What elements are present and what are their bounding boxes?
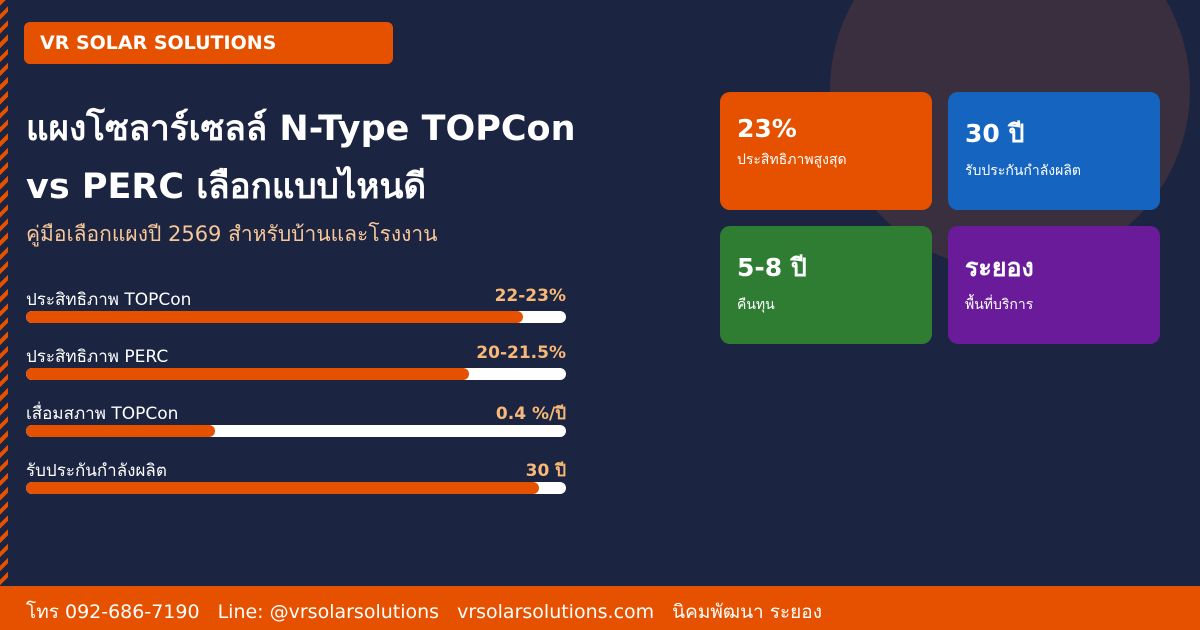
footer-item: vrsolarsolutions.com	[457, 601, 655, 623]
bar-label: ประสิทธิภาพ TOPCon	[26, 290, 192, 310]
stat-label: รับประกันกำลังผลิต	[965, 163, 1082, 179]
stat-value: 5-8 ปี	[737, 253, 807, 282]
bar-fill	[26, 425, 215, 437]
stat-card: 30 ปีรับประกันกำลังผลิต	[948, 92, 1160, 210]
bar-fill	[26, 311, 523, 323]
stat-label: คืนทุน	[737, 297, 775, 313]
bar-value: 22-23%	[494, 286, 566, 306]
subtitle: คู่มือเลือกแผงปี 2569 สำหรับบ้านและโรงงา…	[26, 222, 438, 246]
title-line: vs PERC เลือกแบบไหนดี	[26, 167, 427, 207]
stat-card: 23% ประสิทธิภาพสูงสุด	[720, 92, 932, 210]
bar-fill	[26, 482, 539, 494]
stat-value: 23%	[737, 114, 797, 143]
title-line: แผงโซลาร์เซลล์ N-Type TOPCon	[26, 109, 576, 149]
bar-value: 30 ปี	[525, 461, 566, 481]
stat-card: 5-8 ปีคืนทุน	[720, 226, 932, 344]
stat-value: 30 ปี	[965, 119, 1025, 148]
bar-label: รับประกันกำลังผลิต	[26, 461, 167, 481]
bar-track	[26, 311, 566, 323]
bar-value: 20-21.5%	[476, 343, 566, 363]
bar-track	[26, 425, 566, 437]
footer: โทร 092-686-7190 Line: @vrsolarsolutions v…	[0, 586, 1200, 630]
bar-track	[26, 482, 566, 494]
bar-label: เสื่อมสภาพ TOPCon	[26, 404, 179, 424]
footer-item: นิคมพัฒนา ระยอง	[672, 601, 822, 623]
stat-label: พื้นที่บริการ	[965, 297, 1034, 313]
bar-track	[26, 368, 566, 380]
bar-label: ประสิทธิภาพ PERC	[26, 347, 169, 367]
stat-label: ประสิทธิภาพสูงสุด	[737, 152, 847, 168]
decor-stripe	[0, 0, 8, 586]
bar-fill	[26, 368, 469, 380]
footer-item: โทร 092-686-7190	[26, 601, 200, 623]
stat-value: ระยอง	[965, 253, 1034, 282]
footer-item: Line: @vrsolarsolutions	[217, 601, 440, 623]
stat-card: ระยองพื้นที่บริการ	[948, 226, 1160, 344]
brand: VR SOLAR SOLUTIONS	[24, 22, 393, 64]
bar-value: 0.4 %/ปี	[495, 404, 566, 424]
title: แผงโซลาร์เซลล์ N-Type TOPCon vs PERC เลื…	[26, 100, 686, 216]
